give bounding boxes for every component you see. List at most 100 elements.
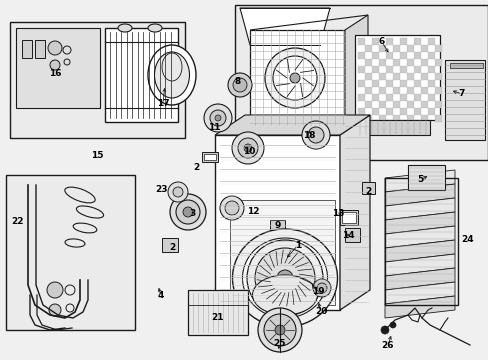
Bar bbox=[384, 178, 457, 305]
Polygon shape bbox=[215, 115, 369, 135]
Bar bbox=[413, 66, 420, 72]
Bar bbox=[399, 66, 406, 72]
Circle shape bbox=[312, 279, 330, 297]
Bar bbox=[378, 101, 385, 108]
Bar bbox=[371, 108, 378, 114]
Bar bbox=[434, 59, 441, 66]
Bar bbox=[385, 94, 392, 100]
Circle shape bbox=[224, 201, 239, 215]
Bar bbox=[378, 73, 385, 80]
Bar bbox=[385, 52, 392, 58]
Bar bbox=[420, 45, 427, 51]
Bar bbox=[434, 45, 441, 51]
Bar bbox=[392, 115, 399, 122]
Bar bbox=[203, 154, 216, 160]
Text: 19: 19 bbox=[311, 288, 324, 297]
Circle shape bbox=[276, 270, 292, 286]
Bar bbox=[364, 101, 371, 108]
Text: 8: 8 bbox=[234, 77, 241, 86]
Circle shape bbox=[264, 48, 325, 108]
Bar bbox=[385, 38, 392, 45]
Ellipse shape bbox=[232, 229, 337, 327]
Bar bbox=[392, 45, 399, 51]
Bar bbox=[413, 38, 420, 45]
Circle shape bbox=[307, 127, 324, 143]
Bar bbox=[364, 115, 371, 122]
Text: 1: 1 bbox=[294, 240, 301, 249]
Circle shape bbox=[170, 194, 205, 230]
Polygon shape bbox=[384, 198, 454, 220]
Circle shape bbox=[209, 110, 225, 126]
Bar bbox=[364, 87, 371, 94]
Circle shape bbox=[183, 207, 193, 217]
Circle shape bbox=[176, 200, 200, 224]
Circle shape bbox=[168, 182, 187, 202]
Ellipse shape bbox=[148, 24, 162, 32]
Bar bbox=[341, 212, 355, 223]
Text: 16: 16 bbox=[49, 69, 61, 78]
Bar bbox=[357, 38, 364, 45]
Text: 2: 2 bbox=[364, 188, 370, 197]
Bar bbox=[406, 73, 413, 80]
Bar bbox=[406, 101, 413, 108]
Text: 12: 12 bbox=[246, 207, 259, 216]
Text: 13: 13 bbox=[331, 210, 344, 219]
Circle shape bbox=[246, 240, 323, 316]
Bar bbox=[420, 59, 427, 66]
Ellipse shape bbox=[118, 24, 132, 32]
Bar bbox=[378, 87, 385, 94]
Circle shape bbox=[227, 73, 251, 97]
Circle shape bbox=[215, 115, 221, 121]
Text: 9: 9 bbox=[274, 220, 281, 230]
Bar bbox=[354, 120, 429, 135]
Circle shape bbox=[389, 322, 395, 328]
Bar bbox=[235, 5, 487, 160]
Bar bbox=[361, 182, 374, 194]
Bar bbox=[420, 73, 427, 80]
Bar bbox=[434, 73, 441, 80]
Bar bbox=[371, 52, 378, 58]
Text: 18: 18 bbox=[302, 130, 315, 139]
Bar bbox=[357, 80, 364, 86]
Bar bbox=[420, 115, 427, 122]
Circle shape bbox=[264, 314, 295, 346]
Text: 2: 2 bbox=[192, 162, 199, 171]
Bar bbox=[399, 38, 406, 45]
Bar bbox=[399, 80, 406, 86]
Bar bbox=[354, 35, 439, 120]
Text: 22: 22 bbox=[12, 217, 24, 226]
Text: 5: 5 bbox=[416, 175, 422, 184]
Circle shape bbox=[48, 41, 62, 55]
Bar bbox=[427, 52, 434, 58]
Bar bbox=[378, 45, 385, 51]
Bar bbox=[413, 108, 420, 114]
Bar bbox=[392, 87, 399, 94]
Bar bbox=[385, 108, 392, 114]
Ellipse shape bbox=[252, 275, 317, 315]
Bar bbox=[427, 94, 434, 100]
Bar bbox=[378, 59, 385, 66]
Bar bbox=[413, 94, 420, 100]
Bar bbox=[385, 80, 392, 86]
Bar bbox=[269, 220, 285, 235]
Bar bbox=[364, 73, 371, 80]
Bar bbox=[6, 175, 135, 330]
Bar bbox=[392, 101, 399, 108]
Bar bbox=[105, 28, 178, 122]
Bar bbox=[22, 40, 32, 58]
Polygon shape bbox=[384, 212, 454, 234]
Polygon shape bbox=[339, 115, 369, 310]
Bar bbox=[229, 200, 334, 305]
Polygon shape bbox=[240, 8, 329, 45]
Bar bbox=[385, 66, 392, 72]
Polygon shape bbox=[384, 282, 454, 304]
Bar bbox=[187, 290, 247, 335]
Bar bbox=[406, 59, 413, 66]
Text: 6: 6 bbox=[378, 37, 385, 46]
Circle shape bbox=[49, 304, 61, 316]
Circle shape bbox=[220, 196, 244, 220]
Circle shape bbox=[244, 144, 251, 152]
Bar bbox=[427, 80, 434, 86]
Circle shape bbox=[203, 104, 231, 132]
Bar bbox=[357, 94, 364, 100]
